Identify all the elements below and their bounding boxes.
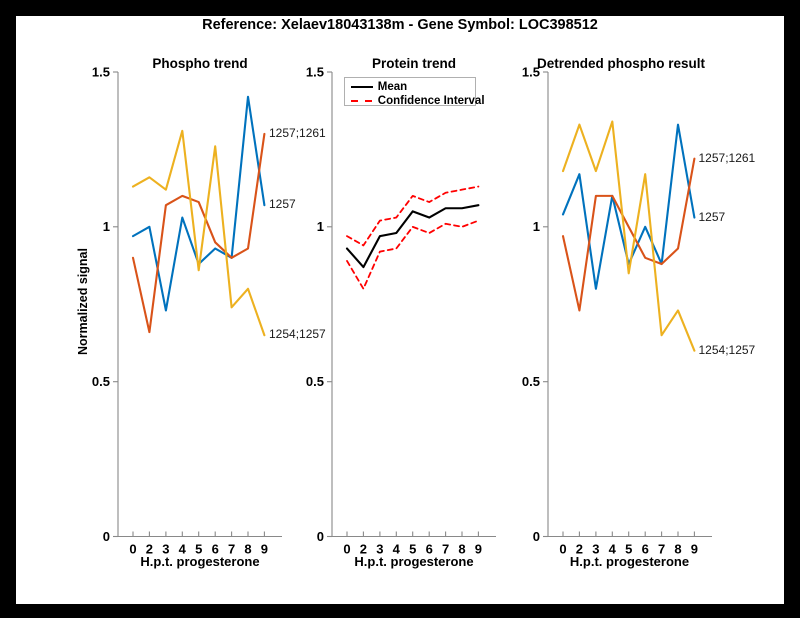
svg-text:0.5: 0.5 bbox=[92, 374, 110, 389]
svg-text:1.5: 1.5 bbox=[92, 64, 110, 79]
svg-text:0: 0 bbox=[103, 529, 110, 544]
svg-text:1: 1 bbox=[317, 219, 324, 234]
svg-text:0.5: 0.5 bbox=[521, 374, 539, 389]
svg-text:1.5: 1.5 bbox=[521, 64, 539, 79]
svg-text:0: 0 bbox=[317, 529, 324, 544]
svg-text:1: 1 bbox=[103, 219, 110, 234]
svg-text:1: 1 bbox=[532, 219, 539, 234]
svg-text:1.5: 1.5 bbox=[306, 64, 324, 79]
svg-text:0: 0 bbox=[532, 529, 539, 544]
svg-text:0.5: 0.5 bbox=[306, 374, 324, 389]
